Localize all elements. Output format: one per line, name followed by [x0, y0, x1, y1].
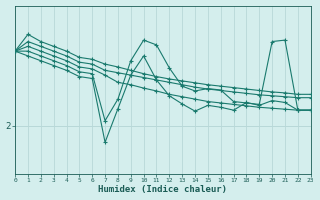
X-axis label: Humidex (Indice chaleur): Humidex (Indice chaleur): [98, 185, 228, 194]
